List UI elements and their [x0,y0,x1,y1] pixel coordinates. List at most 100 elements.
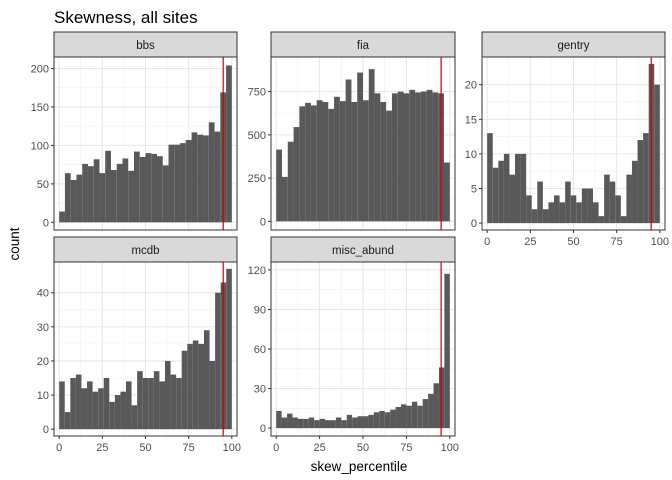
x-axis-title: skew_percentile [311,459,408,474]
histogram-bar [403,93,410,222]
histogram-bar [214,131,221,223]
histogram-bar [181,350,188,430]
histogram-bar [346,414,353,429]
histogram-bar [293,127,300,222]
histogram-bar [428,393,434,429]
histogram-bar [305,102,311,222]
chart-title: Skewness, all sites [54,8,198,27]
x-tick-label: 100 [651,236,669,248]
histogram-bar [203,135,209,223]
x-tick-label: 50 [357,442,369,454]
histogram-bar [133,151,140,223]
histogram-bar [509,174,516,224]
histogram-bar [559,202,566,224]
histogram-bar [137,371,143,430]
histogram-bar [82,163,88,223]
histogram-bar [397,91,404,222]
histogram-bar [142,378,149,430]
facet-gentry: gentry 0 5 10 15 20 0 25 50 75 100 [465,31,669,248]
histogram-bar [420,91,427,222]
histogram-bar [159,381,165,430]
facet-misc-abund: misc_abund 0 30 60 90 120 0 25 50 75 100 [248,236,459,454]
y-tick-label: 0 [43,217,49,229]
histogram-bar [426,89,433,222]
histogram-bar [162,165,169,223]
y-tick-label: 150 [31,102,49,114]
histogram-bar [299,106,306,222]
histogram-bar [120,391,127,430]
histogram-bar [116,163,123,223]
histogram-bar [368,414,374,429]
histogram-bar [64,412,71,430]
x-tick-label: 50 [139,442,151,454]
histogram-bar [487,133,493,224]
panel-border [270,56,456,231]
histogram-bar [114,395,121,430]
histogram-bar [109,401,115,430]
histogram-bar [325,420,331,429]
histogram-bar [105,150,111,223]
histogram-bar [570,195,577,224]
histogram-bar [587,188,593,224]
histogram-bar [287,141,294,222]
y-tick-label: 200 [31,64,49,76]
histogram-bar [654,84,660,224]
histogram-bar [363,100,369,222]
histogram-bar [631,160,638,224]
histogram-bar [70,180,77,223]
x-tick-label: 50 [567,236,579,248]
histogram-bar [531,209,538,224]
histogram-bar [145,153,152,223]
histogram-bar [128,170,134,223]
histogram-bar [406,405,412,429]
histogram-bar [81,388,88,430]
histogram-bar [297,418,304,429]
histogram-bar [322,101,329,222]
facet-strip [53,31,238,58]
y-tick-label: 90 [254,304,266,316]
facet-mcdb: mcdb 0 10 20 30 40 0 25 50 75 100 [37,236,241,454]
histogram-bar [59,211,65,223]
histogram-bar [226,268,232,430]
facet-fia: fia 0 250 500 750 [248,31,456,231]
histogram-bar [303,418,309,429]
y-tick-label: 60 [254,344,266,356]
histogram-bar [319,418,326,429]
histogram-bar [384,412,391,429]
histogram-bar [379,410,385,429]
histogram-bar [609,181,616,224]
histogram-bar [395,407,401,429]
histogram-bar [352,417,358,429]
histogram-bar [542,209,549,224]
histogram-bar [287,413,293,429]
histogram-bar [335,417,342,429]
facet-strip-label: fia [357,40,370,52]
x-tick-label: 25 [96,442,108,454]
histogram-bar [164,360,171,430]
histogram-bar [157,156,163,223]
histogram-bar [131,405,138,430]
histogram-bar [308,417,315,429]
histogram-bar [374,93,381,222]
x-tick-label: 100 [441,442,459,454]
histogram-bar [357,416,363,429]
y-tick-label: 30 [37,322,49,334]
facet-strip [270,31,456,58]
histogram-bar [520,153,527,224]
histogram-bar [103,378,110,430]
histogram-bar [215,292,221,430]
histogram-bar [153,371,160,430]
y-tick-label: 0 [260,216,266,228]
histogram-bar [314,420,320,429]
histogram-bar [417,405,423,429]
histogram-bar [92,391,99,430]
histogram-bar [126,381,132,430]
histogram-bar [598,216,605,224]
histogram-bar [70,378,76,430]
histogram-bar [99,173,106,223]
y-tick-label: 500 [248,130,266,142]
histogram-bar [168,144,175,223]
y-tick-label: 0 [260,423,266,435]
histogram-bar [400,404,407,429]
